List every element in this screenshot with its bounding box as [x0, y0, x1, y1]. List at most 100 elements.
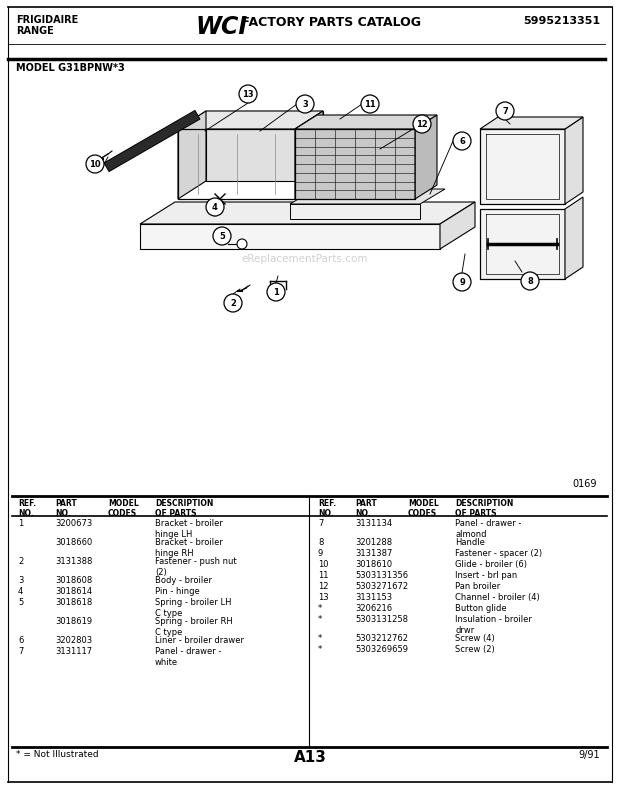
- Polygon shape: [206, 111, 323, 181]
- Polygon shape: [140, 224, 440, 249]
- Text: 11: 11: [318, 571, 329, 580]
- Text: 8: 8: [318, 538, 324, 547]
- Polygon shape: [140, 202, 475, 224]
- Circle shape: [206, 198, 224, 216]
- Text: Spring - broiler RH
C type: Spring - broiler RH C type: [155, 617, 232, 637]
- Circle shape: [361, 95, 379, 113]
- Text: FRIGIDAIRE: FRIGIDAIRE: [16, 15, 78, 25]
- Text: Handle: Handle: [455, 538, 485, 547]
- Polygon shape: [565, 117, 583, 204]
- Text: *: *: [318, 634, 322, 643]
- Text: 5995213351: 5995213351: [523, 16, 600, 26]
- Polygon shape: [295, 111, 323, 199]
- Text: Spring - broiler LH
C type: Spring - broiler LH C type: [155, 598, 231, 618]
- Text: Fastener - spacer (2): Fastener - spacer (2): [455, 549, 542, 558]
- Text: 3131387: 3131387: [355, 549, 392, 558]
- Text: 2: 2: [230, 298, 236, 308]
- Polygon shape: [295, 129, 415, 199]
- Text: 5303131258: 5303131258: [355, 615, 408, 624]
- Circle shape: [521, 272, 539, 290]
- Text: 3131134: 3131134: [355, 519, 392, 528]
- Circle shape: [224, 294, 242, 312]
- Text: 8: 8: [527, 276, 533, 286]
- Text: Insert - brl pan: Insert - brl pan: [455, 571, 517, 580]
- Text: Glide - broiler (6): Glide - broiler (6): [455, 560, 527, 569]
- Text: 9: 9: [459, 278, 465, 286]
- Polygon shape: [178, 111, 206, 199]
- Text: *: *: [318, 615, 322, 624]
- Text: Liner - broiler drawer: Liner - broiler drawer: [155, 636, 244, 645]
- Text: 3018660: 3018660: [55, 538, 92, 547]
- Text: 9: 9: [318, 549, 323, 558]
- Text: eReplacementParts.com: eReplacementParts.com: [242, 254, 368, 264]
- Text: DESCRIPTION
OF PARTS: DESCRIPTION OF PARTS: [455, 499, 513, 518]
- Text: 3202803: 3202803: [55, 636, 92, 645]
- Text: 3206216: 3206216: [355, 604, 392, 613]
- Text: MODEL
CODES: MODEL CODES: [408, 499, 439, 518]
- Text: 3: 3: [18, 576, 24, 585]
- Text: 5303271672: 5303271672: [355, 582, 408, 591]
- Text: DESCRIPTION
OF PARTS: DESCRIPTION OF PARTS: [155, 499, 213, 518]
- Text: *: *: [318, 604, 322, 613]
- Polygon shape: [565, 197, 583, 279]
- Text: *: *: [318, 645, 322, 654]
- Polygon shape: [480, 209, 565, 279]
- Text: * = Not Illustrated: * = Not Illustrated: [16, 750, 99, 759]
- Text: 3201288: 3201288: [355, 538, 392, 547]
- Circle shape: [453, 273, 471, 291]
- Text: REF.
NO.: REF. NO.: [18, 499, 36, 518]
- Text: 4: 4: [18, 587, 24, 596]
- Circle shape: [86, 155, 104, 173]
- Text: 11: 11: [364, 99, 376, 109]
- Text: Panel - drawer -
white: Panel - drawer - white: [155, 647, 221, 667]
- Text: 2: 2: [18, 557, 24, 566]
- Text: Bracket - broiler
hinge LH: Bracket - broiler hinge LH: [155, 519, 223, 539]
- Text: 3018610: 3018610: [355, 560, 392, 569]
- Polygon shape: [295, 115, 437, 129]
- Circle shape: [496, 102, 514, 120]
- Text: 5303212762: 5303212762: [355, 634, 408, 643]
- Text: 3131388: 3131388: [55, 557, 92, 566]
- Text: 5303269659: 5303269659: [355, 645, 408, 654]
- Text: Pin - hinge: Pin - hinge: [155, 587, 200, 596]
- Text: Bracket - broiler
hinge RH: Bracket - broiler hinge RH: [155, 538, 223, 558]
- Text: 7: 7: [502, 107, 508, 115]
- Circle shape: [237, 239, 247, 249]
- Polygon shape: [178, 111, 323, 129]
- Polygon shape: [480, 129, 565, 204]
- Text: 10: 10: [89, 159, 101, 169]
- Text: 5: 5: [18, 598, 24, 607]
- Text: Screw (4): Screw (4): [455, 634, 495, 643]
- Text: 6: 6: [18, 636, 24, 645]
- Text: 5303131356: 5303131356: [355, 571, 408, 580]
- Polygon shape: [440, 202, 475, 249]
- Text: 6: 6: [459, 136, 465, 145]
- Text: 4: 4: [212, 203, 218, 211]
- Text: 13: 13: [318, 593, 329, 602]
- Text: 3131153: 3131153: [355, 593, 392, 602]
- Text: 3: 3: [302, 99, 308, 109]
- Text: FACTORY PARTS CATALOG: FACTORY PARTS CATALOG: [237, 16, 421, 29]
- Text: 9/91: 9/91: [578, 750, 600, 760]
- Text: 3018614: 3018614: [55, 587, 92, 596]
- Text: PART
NO.: PART NO.: [55, 499, 77, 518]
- Polygon shape: [104, 110, 200, 171]
- Text: MODEL G31BPNW*3: MODEL G31BPNW*3: [16, 63, 125, 73]
- Text: 5: 5: [219, 231, 225, 241]
- Text: 7: 7: [318, 519, 324, 528]
- Text: MODEL
CODES: MODEL CODES: [108, 499, 139, 518]
- Text: Body - broiler: Body - broiler: [155, 576, 212, 585]
- Polygon shape: [415, 115, 437, 199]
- Text: Panel - drawer -
almond: Panel - drawer - almond: [455, 519, 521, 539]
- Polygon shape: [290, 189, 445, 204]
- Text: 3018608: 3018608: [55, 576, 92, 585]
- Polygon shape: [290, 204, 420, 219]
- Text: Pan broiler: Pan broiler: [455, 582, 500, 591]
- Circle shape: [239, 85, 257, 103]
- Text: 3018618: 3018618: [55, 598, 92, 607]
- Text: Insulation - broiler
drwr: Insulation - broiler drwr: [455, 615, 532, 634]
- Text: Channel - broiler (4): Channel - broiler (4): [455, 593, 540, 602]
- Text: 0169: 0169: [572, 479, 597, 489]
- Text: 1: 1: [273, 287, 279, 297]
- Text: PART
NO.: PART NO.: [355, 499, 377, 518]
